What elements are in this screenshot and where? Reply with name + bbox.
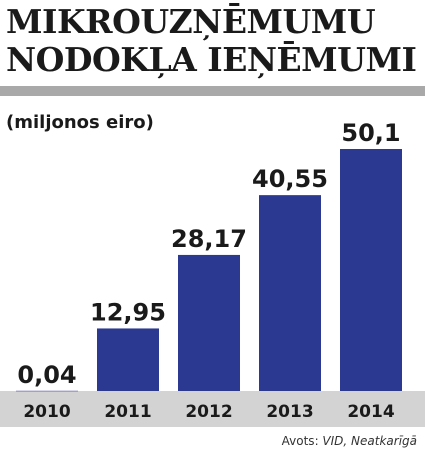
value-label-2011: 12,95 [90,298,166,326]
source-prefix: Avots: [281,434,323,448]
value-label-2014: 50,1 [341,119,400,147]
unit-label: (miljonos eiro) [6,112,154,133]
x-axis-band [0,391,425,427]
value-label-2010: 0,04 [17,361,76,389]
bar-2010 [16,390,78,392]
bar-2011 [97,328,159,391]
value-labels-layer: 0,04 12,95 28,17 40,55 50,1 [17,119,400,389]
value-label-2013: 40,55 [252,165,328,193]
source-names: VID, Neatkarīgā [322,434,417,448]
title-rule [0,86,425,96]
bars-layer [16,149,402,392]
value-label-2012: 28,17 [171,225,247,253]
chart-title-line-1: MIKROUZŅĒMUMU [6,2,376,41]
x-tick-2012: 2012 [185,402,232,422]
x-tick-2014: 2014 [347,402,394,422]
bar-2012 [178,254,240,391]
bar-2014 [340,149,402,391]
tick-labels-layer: 2010 2011 2012 2013 2014 [23,402,394,422]
source-note: Avots: VID, Neatkarīgā [282,434,417,448]
x-tick-2011: 2011 [104,402,151,422]
x-tick-2013: 2013 [266,402,313,422]
chart-title-line-2: NODOKĻA IEŅĒMUMI [6,40,417,79]
bar-2013 [259,195,321,391]
x-tick-2010: 2010 [23,402,70,422]
